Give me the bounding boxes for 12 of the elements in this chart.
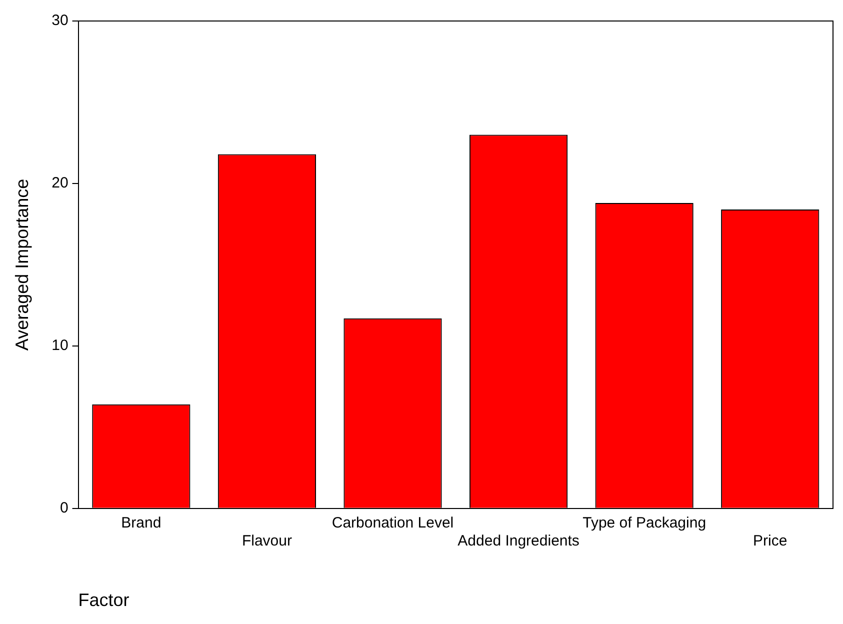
x-tick-label: Type of Packaging — [582, 514, 706, 532]
x-tick-label: Brand — [121, 514, 162, 532]
y-tick-label: 10 — [52, 337, 68, 354]
x-tick-label: Flavour — [242, 532, 292, 550]
x-tick-label: Added Ingredients — [458, 532, 580, 550]
y-tick-label: 30 — [52, 12, 68, 30]
y-axis-title: Averaged Importance — [12, 178, 32, 351]
y-tick-label: 0 — [60, 500, 68, 517]
x-tick-label: Price — [753, 532, 788, 550]
y-tick-label: 20 — [52, 174, 68, 192]
x-axis-title: Factor — [78, 590, 130, 610]
x-tick-label: Carbonation Level — [332, 514, 454, 532]
